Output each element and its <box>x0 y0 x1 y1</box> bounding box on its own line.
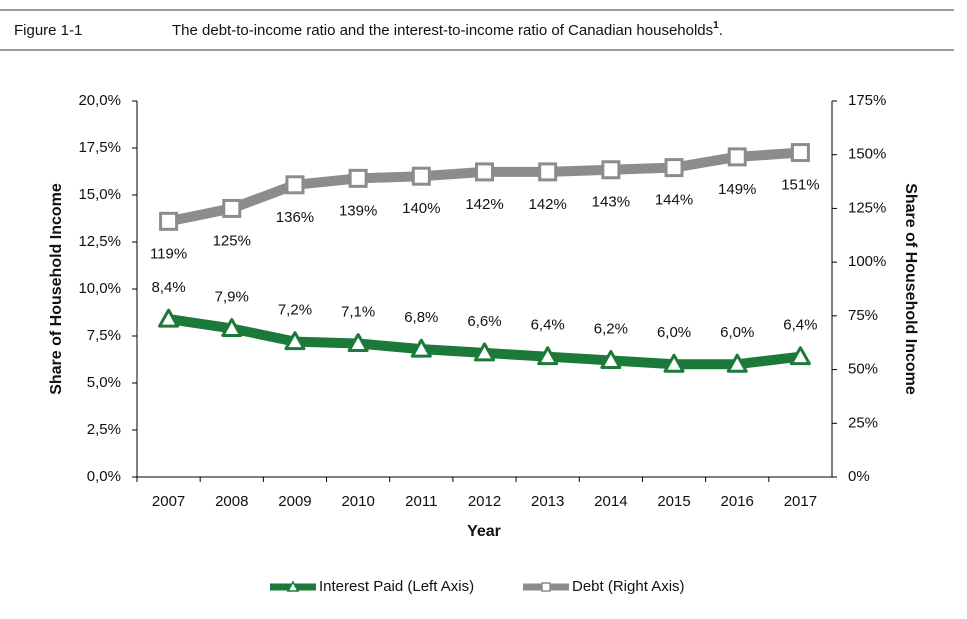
y-tick-label: 12,5% <box>78 233 121 250</box>
marker <box>663 353 685 373</box>
marker <box>537 346 559 366</box>
y-tick-label: 5,0% <box>87 374 121 391</box>
marker <box>790 143 810 163</box>
x-tick-label: 2008 <box>215 493 248 510</box>
data-label: 143% <box>592 194 630 211</box>
y2-tick-label: 50% <box>848 361 878 378</box>
figure-label: Figure 1-1 <box>14 22 82 39</box>
marker <box>664 158 684 178</box>
x-tick-label: 2012 <box>468 493 501 510</box>
legend-label: Interest Paid (Left Axis) <box>319 578 474 595</box>
data-label: 6,8% <box>404 309 438 326</box>
data-label: 142% <box>528 196 566 213</box>
y2-tick-label: 175% <box>848 92 886 109</box>
chart-title: The debt-to-income ratio and the interes… <box>172 20 723 39</box>
x-tick-label: 2014 <box>594 493 627 510</box>
y2-tick-label: 75% <box>848 307 878 324</box>
footnote-mark: 1 <box>713 20 719 31</box>
data-label: 149% <box>718 181 756 198</box>
marker <box>474 342 495 362</box>
marker <box>726 353 748 373</box>
marker <box>410 338 432 358</box>
y-tick-label: 7,5% <box>87 327 121 344</box>
data-label: 6,2% <box>594 320 628 337</box>
y2-tick-label: 100% <box>848 253 886 270</box>
data-label: 140% <box>402 200 440 217</box>
marker <box>475 162 494 182</box>
data-label: 6,0% <box>720 324 754 341</box>
title-end: . <box>719 22 723 39</box>
x-tick-label: 2013 <box>531 493 564 510</box>
x-tick-label: 2011 <box>405 493 437 510</box>
marker <box>221 317 243 337</box>
y2-tick-label: 150% <box>848 146 886 163</box>
data-label: 142% <box>465 196 503 213</box>
x-tick-label: 2010 <box>341 493 374 510</box>
data-label: 151% <box>781 177 819 194</box>
data-label: 136% <box>276 209 314 226</box>
marker <box>347 333 369 353</box>
data-label: 7,1% <box>341 303 375 320</box>
data-label: 144% <box>655 192 693 209</box>
marker <box>789 346 811 366</box>
y-axis-label: Share of Household Income <box>48 183 65 395</box>
y-tick-label: 0,0% <box>87 468 121 485</box>
marker <box>727 147 747 167</box>
x-tick-label: 2016 <box>721 493 754 510</box>
y-tick-label: 10,0% <box>78 280 121 297</box>
marker <box>159 211 179 231</box>
x-axis-label: Year <box>467 523 501 540</box>
data-label: 8,4% <box>151 279 185 296</box>
y-tick-label: 20,0% <box>78 92 121 109</box>
y2-tick-label: 125% <box>848 199 886 216</box>
data-label: 6,4% <box>783 317 817 334</box>
legend-label: Debt (Right Axis) <box>572 578 685 595</box>
legend-marker <box>286 580 300 592</box>
marker <box>600 349 622 369</box>
data-label: 139% <box>339 202 377 219</box>
title-text: The debt-to-income ratio and the interes… <box>172 22 713 39</box>
x-tick-label: 2009 <box>278 493 311 510</box>
data-label: 7,2% <box>278 302 312 319</box>
x-tick-label: 2015 <box>657 493 690 510</box>
data-label: 6,4% <box>531 317 565 334</box>
y2-tick-label: 25% <box>848 414 878 431</box>
y2-tick-label: 0% <box>848 468 870 485</box>
marker <box>284 331 306 351</box>
legend-marker <box>541 582 551 592</box>
data-label: 119% <box>150 245 187 262</box>
y-tick-label: 17,5% <box>78 139 121 156</box>
x-tick-label: 2007 <box>152 493 185 510</box>
data-label: 6,0% <box>657 324 691 341</box>
y-tick-label: 2,5% <box>87 421 121 438</box>
data-label: 125% <box>213 232 251 249</box>
marker <box>601 160 621 180</box>
y2-axis-label: Share of Household Income <box>902 183 919 395</box>
marker <box>538 162 558 182</box>
marker <box>285 175 305 195</box>
data-label: 6,6% <box>467 313 501 330</box>
data-label: 7,9% <box>215 288 249 305</box>
x-tick-label: 2017 <box>784 493 817 510</box>
y-tick-label: 15,0% <box>78 186 121 203</box>
marker <box>158 308 180 328</box>
marker <box>411 166 431 186</box>
marker <box>222 198 242 218</box>
marker <box>348 168 368 188</box>
